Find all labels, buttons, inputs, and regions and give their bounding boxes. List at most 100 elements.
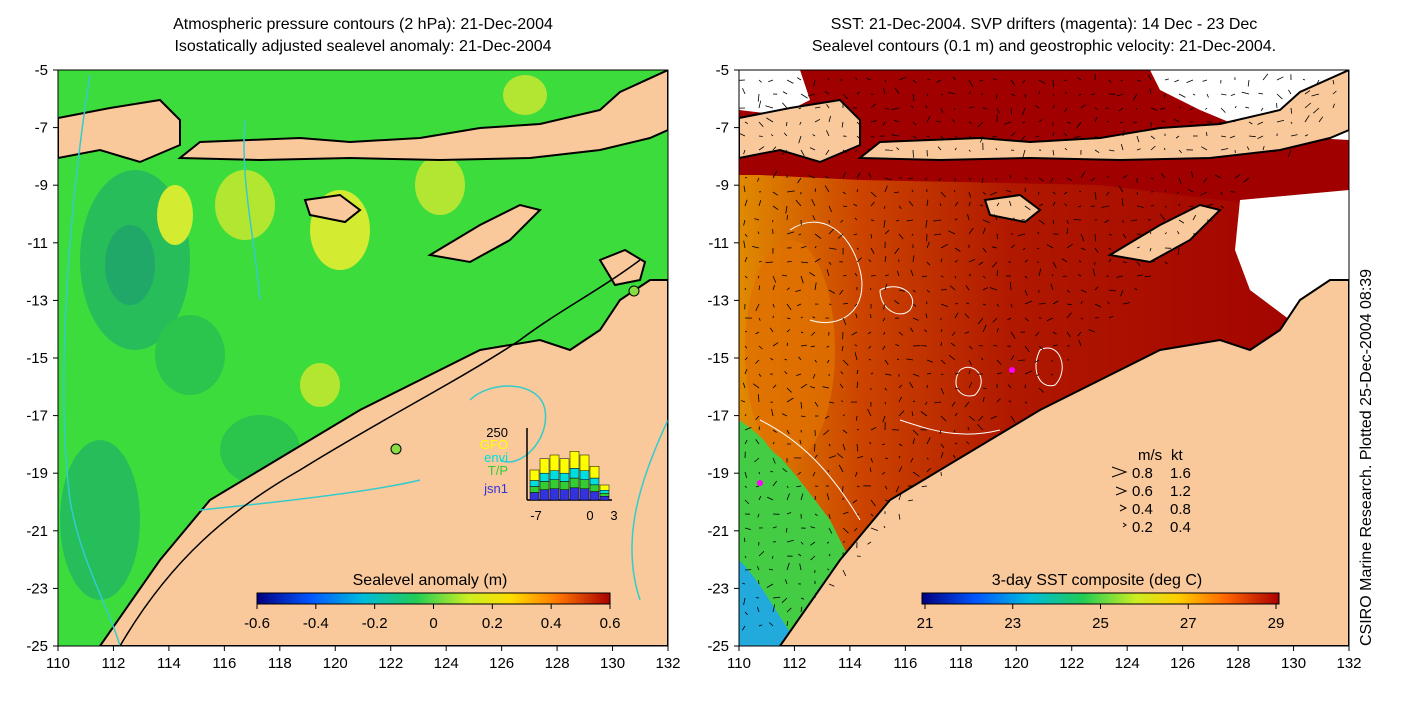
velocity-arrow	[1164, 147, 1166, 151]
velocity-arrow	[1288, 89, 1292, 95]
right-ytick-6: -17	[707, 408, 729, 425]
velocity-arrow	[940, 373, 944, 376]
velocity-arrow	[1122, 129, 1125, 137]
velocity-arrow	[796, 303, 802, 307]
velocity-arrow	[810, 541, 816, 546]
velocity-arrow	[782, 102, 788, 109]
velocity-arrow	[1024, 205, 1031, 211]
left-xtick-9: 128	[545, 655, 570, 672]
velocity-arrow	[758, 495, 762, 501]
velocity-arrow	[995, 93, 998, 99]
velocity-arrow	[898, 443, 903, 447]
velocity-arrow	[912, 289, 916, 293]
velocity-arrow	[842, 303, 849, 305]
velocity-arrow	[1024, 401, 1028, 404]
velocity-arrow	[798, 135, 802, 144]
velocity-arrow	[1010, 107, 1013, 115]
velocity-arrow	[856, 428, 859, 431]
velocity-arrow	[785, 205, 788, 214]
velocity-arrow	[772, 191, 779, 196]
velocity-arrow	[772, 384, 777, 389]
velocity-arrow	[743, 185, 746, 193]
velocity-arrow	[940, 415, 947, 422]
velocity-arrow	[881, 471, 886, 475]
velocity-arrow	[954, 259, 958, 263]
inset-xtick-2: 3	[610, 508, 617, 523]
velocity-arrow	[853, 203, 858, 207]
velocity-arrow	[824, 91, 830, 95]
velocity-arrow	[912, 471, 920, 477]
velocity-arrow	[1245, 106, 1250, 109]
velocity-arrow	[855, 471, 858, 477]
velocity-arrow	[811, 199, 816, 207]
velocity-arrow	[906, 219, 914, 222]
velocity-arrow	[1094, 286, 1099, 291]
velocity-arrow	[1332, 79, 1335, 85]
velocity-arrow	[1066, 331, 1071, 338]
velocity-arrow	[868, 172, 872, 179]
velocity-arrow	[840, 219, 844, 223]
left-colorbar-ticks: -0.6 -0.4 -0.2 0 0.2 0.4 0.6	[244, 604, 620, 632]
velocity-arrow	[814, 443, 816, 452]
velocity-arrow	[1206, 203, 1214, 207]
velocity-arrow	[772, 342, 779, 347]
velocity-arrow	[1107, 301, 1110, 305]
velocity-arrow	[744, 199, 748, 207]
sst-cool-2	[739, 560, 800, 646]
velocity-arrow	[982, 107, 988, 110]
velocity-arrow	[826, 345, 830, 348]
velocity-arrow	[898, 76, 907, 81]
velocity-arrow	[766, 117, 774, 123]
left-ytick-9: -23	[26, 580, 48, 597]
velocity-arrow	[1118, 107, 1124, 112]
velocity-arrow	[1186, 79, 1194, 83]
velocity-arrow	[1024, 259, 1028, 263]
velocity-arrow	[884, 177, 892, 181]
velocity-arrow	[1136, 261, 1141, 267]
velocity-arrow	[814, 233, 822, 239]
velocity-arrow	[854, 149, 858, 152]
velocity-arrow	[954, 147, 957, 151]
velocity-arrow	[799, 563, 802, 571]
velocity-arrow	[1066, 312, 1072, 319]
velocity-arrow	[940, 303, 948, 307]
velocity-arrow	[758, 79, 762, 83]
velocity-arrow	[755, 485, 760, 488]
velocity-arrow	[1038, 91, 1041, 95]
left-cbtick-3: 0	[429, 615, 437, 632]
velocity-arrow	[1220, 205, 1225, 209]
velocity-arrow	[977, 424, 984, 431]
velocity-arrow	[989, 287, 998, 291]
velocity-arrow	[814, 359, 817, 363]
velocity-arrow	[772, 146, 777, 151]
velocity-arrow	[996, 359, 1002, 365]
velocity-arrow	[1276, 119, 1285, 123]
velocity-arrow	[1304, 102, 1312, 109]
velocity-arrow	[785, 121, 788, 127]
velocity-arrow	[1150, 261, 1155, 263]
velocity-arrow	[1161, 120, 1166, 123]
velocity-arrow	[951, 118, 956, 123]
right-ytick-7: -19	[707, 465, 729, 482]
velocity-arrow	[809, 147, 816, 151]
velocity-arrow	[1062, 275, 1068, 277]
velocity-arrow	[883, 525, 886, 529]
right-cbtick-0: 21	[917, 615, 934, 632]
velocity-arrow	[769, 327, 774, 333]
velocity-arrow	[980, 204, 984, 207]
velocity-arrow	[842, 317, 847, 326]
velocity-arrow	[1077, 331, 1082, 337]
velocity-row-1-ms: 0.8	[1132, 465, 1153, 482]
velocity-arrow	[1080, 171, 1086, 179]
velocity-arrow	[825, 149, 830, 156]
velocity-arrow	[1024, 289, 1028, 296]
velocity-arrow	[870, 103, 876, 109]
velocity-arrow	[842, 171, 846, 179]
velocity-arrow	[884, 107, 890, 110]
velocity-arrow	[924, 401, 928, 405]
velocity-arrow	[828, 115, 831, 123]
velocity-arrow	[1073, 219, 1082, 221]
velocity-arrow	[912, 438, 915, 445]
velocity-arrow	[870, 426, 877, 431]
velocity-arrow	[1248, 121, 1253, 125]
